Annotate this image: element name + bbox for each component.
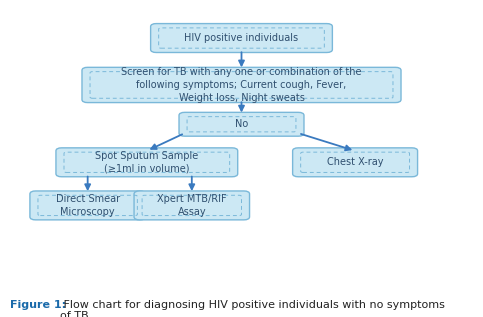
Text: No: No <box>235 119 248 129</box>
Text: HIV positive individuals: HIV positive individuals <box>185 33 298 43</box>
Text: Figure 1:: Figure 1: <box>10 300 66 310</box>
FancyBboxPatch shape <box>82 67 401 103</box>
FancyBboxPatch shape <box>56 148 238 177</box>
FancyBboxPatch shape <box>179 112 304 136</box>
Text: Direct Smear
Microscopy: Direct Smear Microscopy <box>56 194 120 217</box>
FancyBboxPatch shape <box>0 4 483 262</box>
Text: Xpert MTB/RIF
Assay: Xpert MTB/RIF Assay <box>157 194 227 217</box>
FancyBboxPatch shape <box>30 191 145 220</box>
Text: Flow chart for diagnosing HIV positive individuals with no symptoms
of TB.: Flow chart for diagnosing HIV positive i… <box>60 300 445 317</box>
FancyBboxPatch shape <box>151 23 332 53</box>
FancyBboxPatch shape <box>293 148 418 177</box>
FancyBboxPatch shape <box>134 191 250 220</box>
Text: Chest X-ray: Chest X-ray <box>327 157 384 167</box>
Text: Spot Sputum Sample
(≥1ml in volume): Spot Sputum Sample (≥1ml in volume) <box>95 151 199 174</box>
Text: Screen for TB with any one or combination of the
following symptoms; Current cou: Screen for TB with any one or combinatio… <box>121 67 362 103</box>
